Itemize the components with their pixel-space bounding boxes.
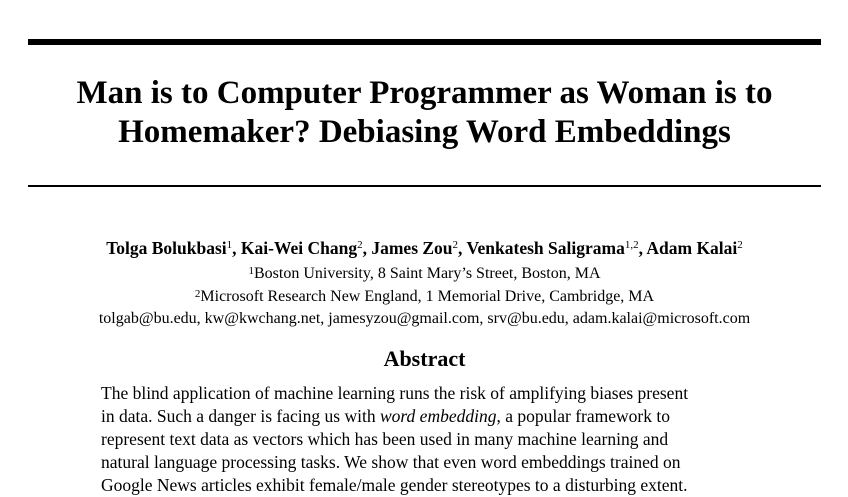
author-affiliation-mark: 1,2 <box>624 239 639 251</box>
author-list: Tolga Bolukbasi1, Kai-Wei Chang2, James … <box>28 236 821 260</box>
paper-title: Man is to Computer Programmer as Woman i… <box>28 74 821 152</box>
title-line-2: Homemaker? Debiasing Word Embeddings <box>118 114 731 150</box>
author: James Zou <box>371 238 453 258</box>
affiliation-2: 2Microsoft Research New England, 1 Memor… <box>28 286 821 308</box>
author-separator: , <box>232 238 241 258</box>
author-separator: , <box>458 238 467 258</box>
author-emails: tolgab@bu.edu, kw@kwchang.net, jamesyzou… <box>98 310 751 327</box>
abstract-text: , a popular framework to <box>496 406 670 426</box>
title-line-1: Man is to Computer Programmer as Woman i… <box>76 75 773 111</box>
author-affiliation-mark: 2 <box>452 239 459 251</box>
affiliation-1: 1Boston University, 8 Saint Mary’s Stree… <box>28 263 821 285</box>
abstract-line-5: Google News articles exhibit female/male… <box>101 475 688 495</box>
abstract-line-4: natural language processing tasks. We sh… <box>101 452 681 472</box>
author-affiliation-mark: 1 <box>226 239 233 251</box>
author: Tolga Bolukbasi <box>106 238 227 258</box>
author-separator: , <box>362 238 372 258</box>
affiliation-text: Boston University, 8 Saint Mary’s Street… <box>253 265 601 282</box>
affiliation-number: 1 <box>248 265 254 277</box>
author-affiliation-mark: 2 <box>737 239 743 251</box>
abstract-body: The blind application of machine learnin… <box>101 382 761 497</box>
author-separator: , <box>638 238 647 258</box>
abstract-line-3: represent text data as vectors which has… <box>101 429 669 449</box>
author-affiliation-mark: 2 <box>357 239 363 251</box>
abstract-line-2: in data. Such a danger is facing us with… <box>101 405 761 428</box>
author: Kai-Wei Chang <box>240 238 358 258</box>
title-bottom-rule <box>28 185 821 187</box>
top-rule <box>28 39 821 45</box>
affiliation-text: Microsoft Research New England, 1 Memori… <box>200 288 655 305</box>
abstract-emphasis: word embedding <box>379 406 497 426</box>
author: Venkatesh Saligrama <box>466 238 625 258</box>
abstract-line-1: The blind application of machine learnin… <box>101 383 689 403</box>
abstract-text: in data. Such a danger is facing us with <box>101 406 380 426</box>
abstract-heading: Abstract <box>383 346 466 371</box>
affiliation-number: 2 <box>194 288 201 300</box>
author: Adam Kalai <box>646 238 738 258</box>
